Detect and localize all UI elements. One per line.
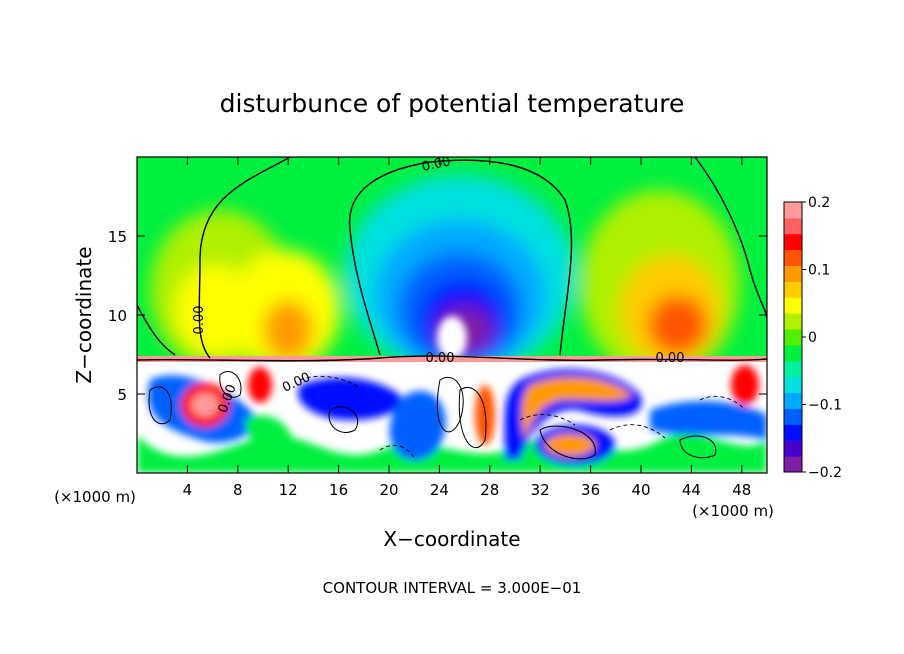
colorbar-swatch — [784, 329, 802, 346]
lower-dashed-1 — [299, 375, 361, 389]
colorbar-swatch — [784, 376, 802, 394]
colorbar-tick-label: 0.2 — [808, 195, 830, 211]
lower-dashed-2 — [519, 414, 576, 426]
lower-blue-band-center — [389, 391, 446, 461]
colorbar-swatch — [784, 297, 802, 314]
colorbar-tick-label: 0 — [808, 330, 817, 346]
x-tick-label: 12 — [279, 481, 298, 499]
zero-contour-mid-left — [198, 157, 291, 359]
lower-contour-lines — [148, 371, 717, 460]
colorbar-swatch — [784, 456, 802, 473]
lower-orange-blob-right — [545, 434, 595, 456]
lower-green-band-mid — [245, 415, 292, 454]
x-tick-label: 32 — [531, 481, 550, 499]
warm-blob-right — [648, 295, 708, 355]
colorbar-swatch — [784, 360, 802, 378]
interface-band — [137, 356, 767, 362]
colorbar-swatch — [784, 233, 802, 251]
cool-blob-center-white — [437, 316, 467, 360]
y-tick-label: 15 — [108, 228, 127, 246]
lower-red-blob-mid — [248, 367, 272, 403]
lower-contour-7 — [219, 371, 242, 398]
lower-blue-band-mid — [298, 377, 402, 420]
x-tick-label: 4 — [183, 481, 193, 499]
lower-orange-ring-right — [521, 377, 632, 440]
contour-label: 0.00 — [656, 351, 685, 366]
lower-blue-band-far-right — [650, 400, 767, 440]
x-tick-label: 40 — [631, 481, 650, 499]
chart-title: disturbunce of potential temperature — [220, 89, 685, 118]
x-tick-label: 8 — [233, 481, 243, 499]
x-tick-label: 24 — [430, 481, 449, 499]
warm-blob-mid — [263, 300, 313, 360]
x-tick-label: 20 — [379, 481, 398, 499]
colorbar-swatch — [784, 440, 802, 457]
colorbar: 0.2 0.1 0 −0.1 −0.2 — [783, 195, 842, 481]
contour-interval-note: CONTOUR INTERVAL = 3.000E−01 — [323, 579, 582, 597]
colorbar-tick-label: 0.1 — [808, 263, 830, 279]
x-tick-label: 28 — [480, 481, 499, 499]
lower-contour-4 — [539, 425, 596, 460]
lower-green-band — [137, 434, 767, 473]
colorbar-swatch — [784, 281, 802, 298]
contour-label: 0.00 — [192, 306, 207, 335]
y-axis-label: Z−coordinate — [72, 246, 96, 383]
zero-contour-left — [137, 304, 176, 356]
x-tick-label: 36 — [581, 481, 600, 499]
zero-contour-right — [694, 157, 767, 321]
colorbar-swatch — [784, 313, 802, 330]
colorbar-tick-label: −0.1 — [808, 398, 842, 414]
colorbar-swatch — [784, 265, 802, 282]
y-axis: 5 10 15 — [108, 228, 767, 404]
x-tick-label: 44 — [682, 481, 701, 499]
colorbar-swatch — [784, 408, 802, 425]
colorbar-swatch — [784, 217, 802, 235]
upper-layer-blobs — [150, 175, 740, 380]
colorbar-tick-label: −0.2 — [808, 465, 842, 481]
x-tick-label: 16 — [329, 481, 348, 499]
x-axis-unit-left: (×1000 m) — [54, 488, 136, 506]
lower-red-blob-far-right — [731, 365, 759, 405]
lower-contour-5 — [679, 435, 717, 459]
contour-label: 0.00 — [426, 351, 455, 366]
colorbar-swatch — [784, 202, 802, 219]
plot-area — [137, 157, 767, 473]
x-axis-label: X−coordinate — [383, 527, 520, 551]
lower-red-blob-center — [475, 385, 495, 445]
colorbar-swatch — [784, 392, 802, 409]
y-tick-label: 10 — [108, 307, 127, 325]
colorbar-swatch — [784, 249, 802, 267]
lower-contour-6 — [328, 406, 358, 433]
lower-contour-2 — [458, 387, 487, 449]
lower-dashed-contours — [299, 375, 746, 461]
contour-label: 0.00 — [421, 154, 452, 175]
zero-contour-lines — [137, 157, 767, 362]
interface-contour — [137, 355, 767, 362]
lower-dashed-4 — [699, 396, 746, 411]
colorbar-swatch — [784, 424, 802, 441]
lower-dashed-5 — [379, 445, 416, 461]
zero-contour-center — [348, 159, 573, 356]
y-tick-label: 5 — [117, 386, 127, 404]
x-axis-unit-right: (×1000 m) — [692, 502, 774, 520]
x-tick-label: 48 — [732, 481, 751, 499]
lower-contour-3 — [148, 386, 172, 425]
lower-layer-structures — [137, 365, 767, 473]
colorbar-swatch — [784, 344, 802, 362]
lower-pink-blob-left — [191, 393, 219, 417]
x-axis: 4 8 12 16 20 24 28 32 36 40 44 48 — [183, 157, 751, 499]
lower-dashed-3 — [609, 424, 666, 439]
